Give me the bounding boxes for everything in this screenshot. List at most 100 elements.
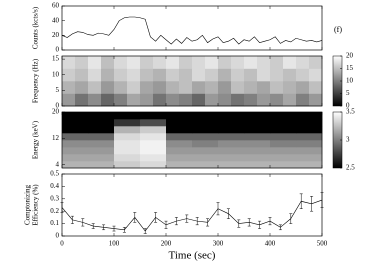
heat-cell	[140, 147, 167, 155]
heat-cell	[140, 68, 154, 82]
data-line	[61, 199, 323, 232]
heat-cell	[62, 161, 89, 169]
heat-cell	[88, 56, 102, 69]
heat-cell	[166, 154, 193, 162]
heat-cell	[166, 81, 180, 94]
y-tick-label: 20	[52, 108, 60, 116]
heat-cell	[257, 56, 271, 69]
heat-cell	[166, 126, 193, 134]
heat-cell	[114, 56, 128, 69]
heat-cell	[231, 56, 245, 69]
heat-cell	[153, 56, 167, 69]
colorbar-tick-label: 3	[346, 136, 350, 144]
data-line	[61, 16, 323, 45]
y-tick-label: 0.3	[50, 194, 59, 202]
heat-cell	[205, 81, 219, 94]
heat-cell	[309, 56, 323, 69]
heat-cell	[127, 56, 141, 69]
heat-cell	[218, 154, 245, 162]
heat-cell	[283, 68, 297, 82]
heat-cell	[140, 154, 167, 162]
error-bar	[143, 228, 147, 234]
heat-cell	[88, 133, 115, 141]
plot-frame	[61, 5, 323, 51]
heat-cell	[88, 140, 115, 148]
heat-cell	[140, 93, 154, 107]
heat-cell	[75, 81, 89, 94]
colorbar-tick-label: 20	[346, 52, 354, 60]
error-bar	[122, 227, 126, 233]
heat-cell	[88, 161, 115, 169]
heat-cell	[244, 68, 258, 82]
heat-cell	[270, 154, 297, 162]
heat-cell	[296, 56, 310, 69]
heat-cell	[166, 140, 193, 148]
heat-cell	[192, 68, 206, 82]
y-tick-label: 0	[56, 232, 60, 240]
heat-cell	[166, 119, 193, 127]
heat-cell	[140, 126, 167, 134]
error-bar	[299, 193, 303, 209]
heat-cell	[257, 81, 271, 94]
y-axis-label: Frequency (Hz)	[32, 58, 40, 103]
y-axis-label: Energy (keV)	[32, 120, 40, 159]
heat-cell	[166, 133, 193, 141]
heat-cell	[270, 112, 297, 120]
heat-cell	[153, 93, 167, 107]
heat-cell	[192, 126, 219, 134]
heat-cell	[296, 93, 310, 107]
error-bar	[164, 220, 168, 229]
heat-cell	[88, 81, 102, 94]
heat-cell	[62, 68, 76, 82]
heat-cell	[192, 161, 219, 169]
heat-cell	[166, 147, 193, 155]
heat-cell	[296, 140, 323, 148]
heat-cell	[205, 56, 219, 69]
heat-cell	[205, 68, 219, 82]
heat-cell	[62, 81, 76, 94]
heat-cell	[270, 140, 297, 148]
heat-cell	[101, 93, 115, 107]
colorbar-tick-label: 0	[346, 102, 350, 110]
x-tick-label: 200	[161, 240, 172, 248]
heat-cell	[127, 68, 141, 82]
error-bar	[195, 217, 199, 226]
y-tick-label: 5	[56, 86, 60, 94]
y-tick-label: 0	[56, 102, 60, 110]
heat-cell	[296, 147, 323, 155]
heat-cell	[231, 68, 245, 82]
y-tick-label: 0.1	[50, 219, 59, 227]
heat-cell	[270, 133, 297, 141]
heat-cell	[296, 81, 310, 94]
plot-frame	[61, 111, 323, 169]
y-tick-label: 0.4	[50, 182, 59, 190]
heat-cell	[140, 112, 167, 120]
heat-cell	[75, 93, 89, 107]
heat-cell	[205, 93, 219, 107]
heat-cell	[127, 81, 141, 94]
error-bar	[60, 202, 64, 213]
heat-cell	[270, 126, 297, 134]
x-tick-label: 400	[265, 240, 276, 248]
error-bar	[174, 217, 178, 226]
x-tick-label: 500	[317, 240, 328, 248]
heat-cell	[218, 133, 245, 141]
heat-cell	[244, 147, 271, 155]
heat-cell	[218, 112, 245, 120]
heat-cell	[218, 140, 245, 148]
error-bar	[133, 212, 137, 223]
heat-cell	[62, 133, 89, 141]
colorbar-tick-label: 5	[346, 89, 350, 97]
colorbar-tick-label: 10	[346, 77, 354, 85]
heat-cell	[192, 119, 219, 127]
heat-cell	[114, 154, 141, 162]
heat-cell	[166, 93, 180, 107]
heat-cell	[140, 119, 167, 127]
heat-cell	[218, 147, 245, 155]
error-bar	[185, 214, 189, 223]
heat-cell	[270, 93, 284, 107]
heat-cell	[62, 56, 76, 69]
heat-cell	[309, 68, 323, 82]
heat-cell	[140, 81, 154, 94]
